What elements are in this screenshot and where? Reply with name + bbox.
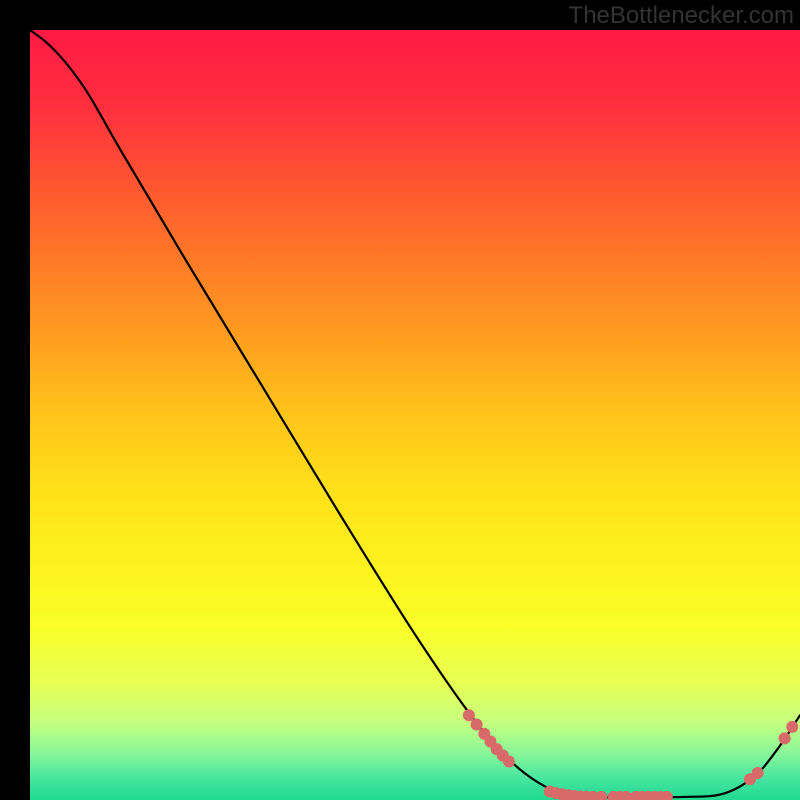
marker-point [752,767,764,779]
marker-point [503,756,515,768]
watermark-text: TheBottlenecker.com [569,2,794,30]
chart-background [30,30,800,800]
marker-point [779,732,791,744]
marker-point [471,719,483,731]
chart-svg [30,30,800,800]
chart-plot-area [30,30,800,800]
marker-point [786,721,798,733]
marker-point [463,709,475,721]
